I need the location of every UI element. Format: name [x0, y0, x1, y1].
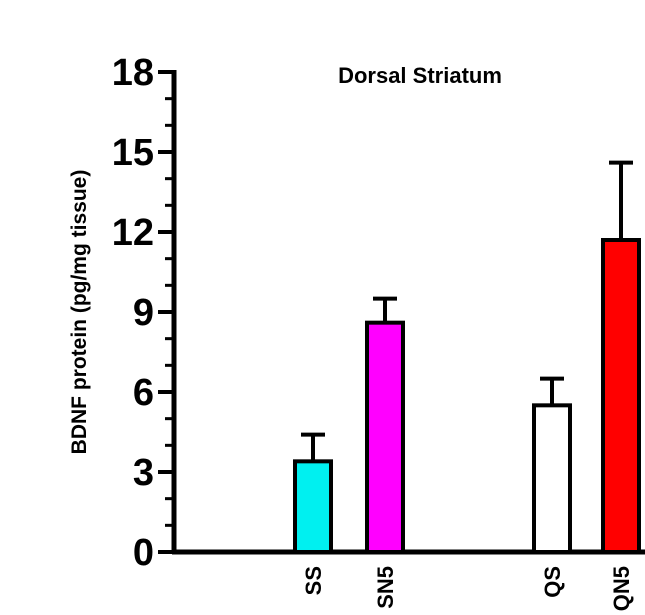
- bar-qs: [532, 403, 572, 555]
- bars: [293, 238, 641, 555]
- y-ticks: 0 3 6 9 12 15 18: [112, 52, 174, 574]
- bar-sn5: [365, 320, 405, 554]
- axes: [171, 70, 645, 555]
- category-label-ss: SS: [301, 566, 326, 595]
- category-label-qs: QS: [540, 566, 565, 598]
- bar-qn5: [601, 238, 641, 554]
- y-tick-label: 18: [112, 52, 154, 94]
- y-tick-label: 15: [112, 132, 154, 174]
- y-tick-label: 9: [133, 292, 154, 334]
- y-axis-title: BDNF protein (pg/mg tissue): [68, 170, 91, 455]
- bar-ss: [293, 459, 333, 555]
- error-bars: [301, 160, 633, 462]
- y-tick-label: 0: [133, 532, 154, 574]
- y-tick-label: 3: [133, 452, 154, 494]
- category-label-sn5: SN5: [373, 566, 398, 609]
- chart-title: Dorsal Striatum: [338, 63, 502, 88]
- category-labels: SS SN5 QS QN5: [301, 566, 634, 611]
- y-tick-label: 12: [112, 212, 154, 254]
- y-tick-label: 6: [133, 372, 154, 414]
- category-label-qn5: QN5: [609, 566, 634, 611]
